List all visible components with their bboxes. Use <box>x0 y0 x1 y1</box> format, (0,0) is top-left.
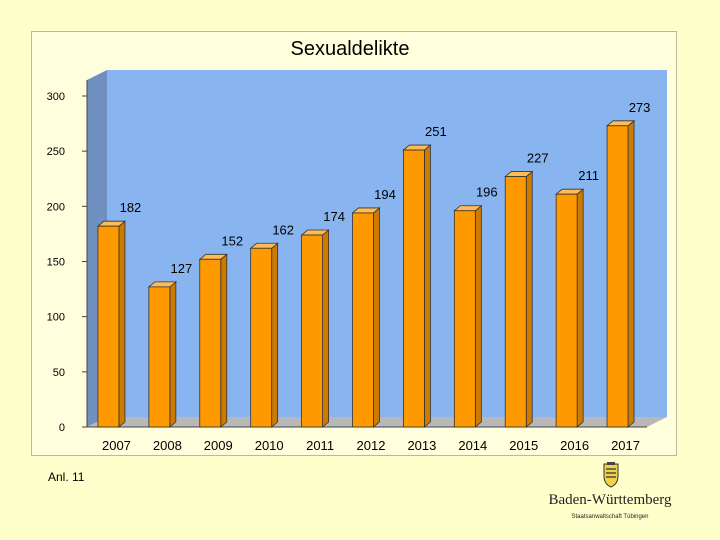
bar-front <box>352 212 374 428</box>
data-label: 152 <box>221 233 243 248</box>
bar <box>300 229 330 428</box>
logo-text: Baden-Württemberg <box>548 492 672 508</box>
data-label: 227 <box>527 151 549 166</box>
x-tick-label: 2015 <box>509 438 538 453</box>
bar <box>555 188 585 428</box>
x-tick-label: 2012 <box>357 438 386 453</box>
y-tick-label: 0 <box>59 422 65 434</box>
bar-front <box>301 234 323 428</box>
x-tick-label: 2011 <box>306 438 334 453</box>
bar-side <box>118 220 126 428</box>
x-tick-label: 2007 <box>102 438 131 453</box>
bar <box>453 204 483 428</box>
bar-side <box>169 281 177 428</box>
bar-front <box>453 210 476 428</box>
bar <box>402 144 432 428</box>
bar-front <box>97 225 120 428</box>
bar-side <box>271 242 279 428</box>
bar-side <box>627 119 635 428</box>
x-tick-label: 2008 <box>153 438 182 453</box>
y-tick-label: 150 <box>47 257 65 269</box>
bar-side <box>576 188 584 428</box>
data-label: 196 <box>476 185 498 200</box>
baden-wuerttemberg-logo: Baden-Württemberg Staatsanwaltschaft Tüb… <box>540 462 680 528</box>
bar-side <box>373 207 380 428</box>
bar-front <box>199 258 222 428</box>
bar-front <box>148 286 171 428</box>
bar-front <box>606 125 629 428</box>
bar-side <box>322 229 329 428</box>
bar-side <box>424 144 431 428</box>
x-tick-label: 2010 <box>255 438 284 453</box>
bar <box>249 242 279 428</box>
bar <box>504 170 534 428</box>
annex-label: Anl. 11 <box>48 470 85 484</box>
data-label: 127 <box>171 261 193 276</box>
data-label: 182 <box>120 200 142 215</box>
bar-front <box>403 149 425 428</box>
bar <box>96 220 127 428</box>
data-label: 211 <box>578 168 599 183</box>
y-tick-label: 50 <box>53 367 65 379</box>
x-tick-label: 2014 <box>458 438 487 453</box>
x-tick-label: 2013 <box>407 438 436 453</box>
data-label: 194 <box>374 187 396 202</box>
logo-subtext: Staatsanwaltschaft Tübingen <box>571 514 649 520</box>
bar <box>605 119 636 428</box>
x-tick-label: 2016 <box>560 438 589 453</box>
coat-of-arms-icon <box>603 462 619 488</box>
y-tick-label: 200 <box>47 201 65 213</box>
bars <box>96 119 636 428</box>
bar-side <box>474 204 482 428</box>
data-label: 251 <box>425 124 447 139</box>
bar <box>198 253 228 428</box>
data-label: 273 <box>629 100 651 115</box>
bar-side <box>220 253 228 428</box>
x-tick-label: 2017 <box>611 438 640 453</box>
bar-front <box>555 193 578 428</box>
y-tick-label: 250 <box>47 146 65 158</box>
bar-side <box>525 170 533 428</box>
x-axis: 2007 2008 2009 2010 2011 2012 2013 2014 2015 2016… <box>102 438 640 453</box>
y-tick-label: 100 <box>47 312 65 324</box>
x-tick-label: 2009 <box>204 438 233 453</box>
data-label: 174 <box>323 209 345 224</box>
y-tick-label: 300 <box>47 91 65 103</box>
bar-front <box>504 176 527 428</box>
bar <box>351 207 381 428</box>
data-label: 162 <box>272 222 294 237</box>
chart-title: Sexualdelikte <box>290 38 410 60</box>
value-labels: 182 127 152 162 174 194 251 196 227 211 273 <box>120 100 651 276</box>
bar-front <box>250 247 273 428</box>
bar <box>147 281 177 428</box>
